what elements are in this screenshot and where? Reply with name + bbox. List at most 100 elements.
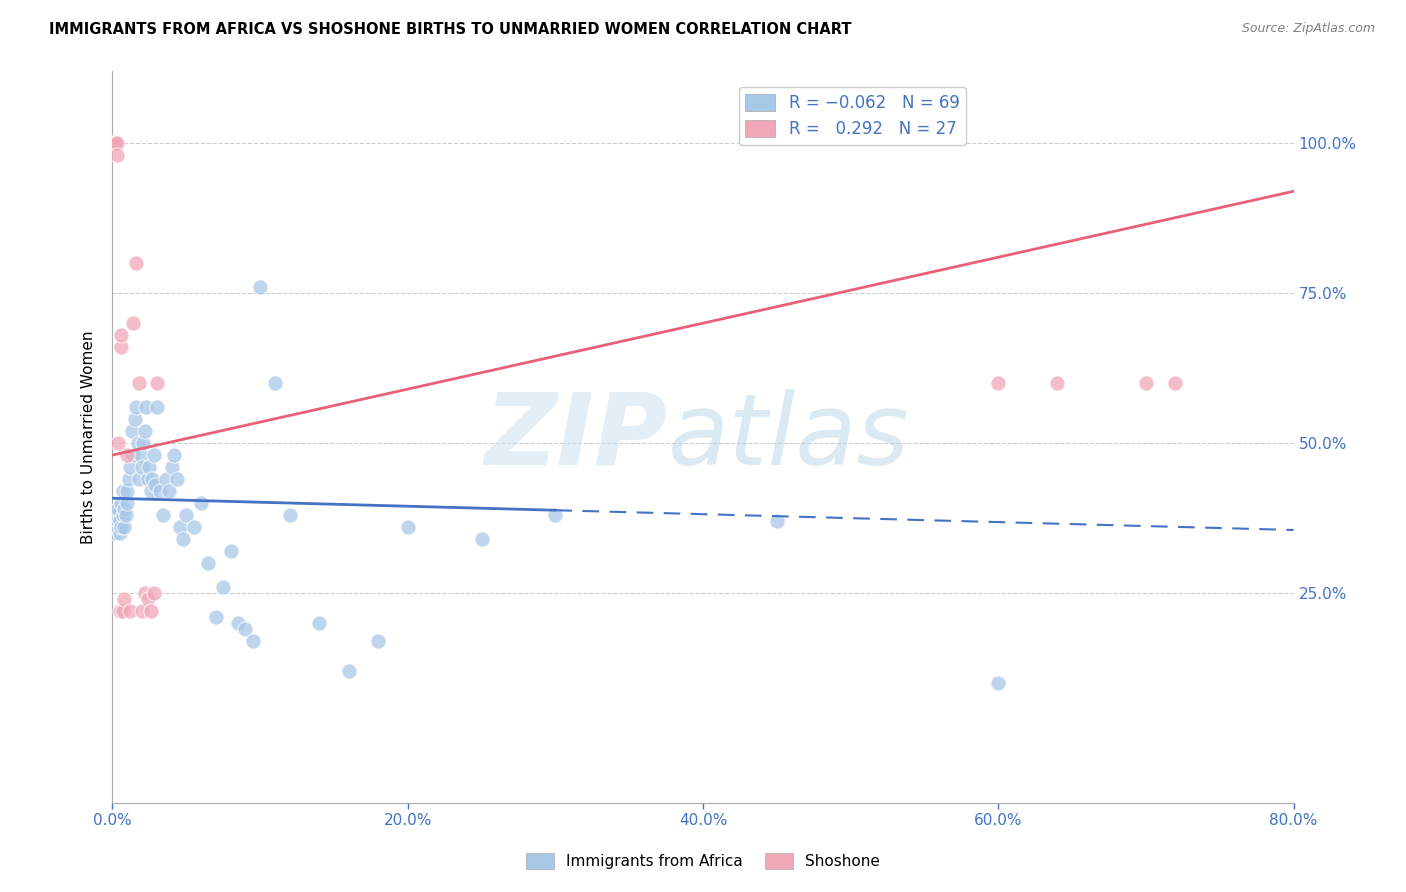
Point: [110, 328, 132, 343]
Point: [128, 376, 150, 391]
Point: [110, 520, 132, 534]
Point: [146, 400, 169, 414]
Point: [183, 520, 205, 534]
Point: [169, 520, 191, 534]
Point: [242, 634, 264, 648]
Point: [470, 532, 494, 546]
Point: [987, 376, 1010, 391]
Point: [141, 472, 163, 486]
Point: [112, 591, 135, 606]
Point: [120, 604, 142, 618]
Point: [112, 502, 135, 516]
Point: [146, 376, 169, 391]
Point: [163, 448, 186, 462]
Point: [117, 448, 138, 462]
Legend: R = −0.062   N = 69, R =   0.292   N = 27: R = −0.062 N = 69, R = 0.292 N = 27: [738, 87, 966, 145]
Point: [128, 472, 150, 486]
Point: [108, 514, 131, 528]
Point: [396, 520, 419, 534]
Text: Source: ZipAtlas.com: Source: ZipAtlas.com: [1241, 22, 1375, 36]
Point: [337, 664, 360, 678]
Point: [160, 460, 183, 475]
Point: [104, 514, 127, 528]
Point: [107, 436, 129, 450]
Point: [120, 460, 142, 475]
Point: [155, 472, 177, 486]
Point: [157, 483, 180, 498]
Point: [134, 424, 156, 438]
Point: [117, 496, 138, 510]
Point: [104, 526, 127, 541]
Point: [105, 508, 128, 522]
Point: [1046, 376, 1069, 391]
Point: [131, 460, 153, 475]
Point: [110, 496, 132, 510]
Point: [226, 615, 249, 630]
Point: [197, 556, 219, 570]
Point: [117, 483, 138, 498]
Point: [107, 502, 129, 516]
Point: [233, 622, 256, 636]
Point: [105, 136, 128, 151]
Y-axis label: Births to Unmarried Women: Births to Unmarried Women: [80, 330, 96, 544]
Point: [103, 136, 125, 151]
Point: [190, 496, 212, 510]
Point: [166, 472, 188, 486]
Point: [138, 460, 160, 475]
Point: [104, 136, 127, 151]
Point: [149, 483, 172, 498]
Point: [122, 316, 145, 330]
Point: [121, 424, 143, 438]
Point: [105, 148, 128, 162]
Point: [544, 508, 567, 522]
Point: [118, 472, 141, 486]
Point: [131, 604, 153, 618]
Point: [152, 508, 174, 522]
Point: [125, 400, 148, 414]
Point: [104, 136, 127, 151]
Point: [264, 376, 287, 391]
Point: [172, 532, 194, 546]
Text: IMMIGRANTS FROM AFRICA VS SHOSHONE BIRTHS TO UNMARRIED WOMEN CORRELATION CHART: IMMIGRANTS FROM AFRICA VS SHOSHONE BIRTH…: [49, 22, 852, 37]
Point: [129, 448, 152, 462]
Point: [103, 508, 125, 522]
Point: [278, 508, 301, 522]
Point: [111, 604, 134, 618]
Point: [1135, 376, 1157, 391]
Point: [249, 280, 271, 294]
Point: [212, 580, 235, 594]
Point: [142, 586, 165, 600]
Point: [108, 526, 131, 541]
Point: [143, 478, 166, 492]
Point: [308, 615, 330, 630]
Point: [219, 544, 242, 558]
Point: [110, 340, 132, 354]
Point: [111, 508, 134, 522]
Point: [112, 520, 135, 534]
Point: [103, 520, 125, 534]
Point: [108, 604, 131, 618]
Point: [105, 520, 128, 534]
Point: [103, 136, 125, 151]
Point: [1164, 376, 1187, 391]
Point: [111, 483, 134, 498]
Point: [122, 448, 145, 462]
Legend: Immigrants from Africa, Shoshone: Immigrants from Africa, Shoshone: [520, 847, 886, 875]
Point: [139, 483, 162, 498]
Point: [124, 412, 146, 426]
Point: [139, 604, 162, 618]
Point: [367, 634, 389, 648]
Text: ZIP: ZIP: [485, 389, 668, 485]
Point: [987, 676, 1010, 690]
Point: [135, 400, 157, 414]
Point: [174, 508, 197, 522]
Point: [134, 586, 156, 600]
Point: [127, 436, 149, 450]
Point: [107, 514, 129, 528]
Point: [766, 514, 789, 528]
Point: [132, 436, 155, 450]
Text: atlas: atlas: [668, 389, 910, 485]
Point: [136, 591, 159, 606]
Point: [114, 508, 136, 522]
Point: [142, 448, 165, 462]
